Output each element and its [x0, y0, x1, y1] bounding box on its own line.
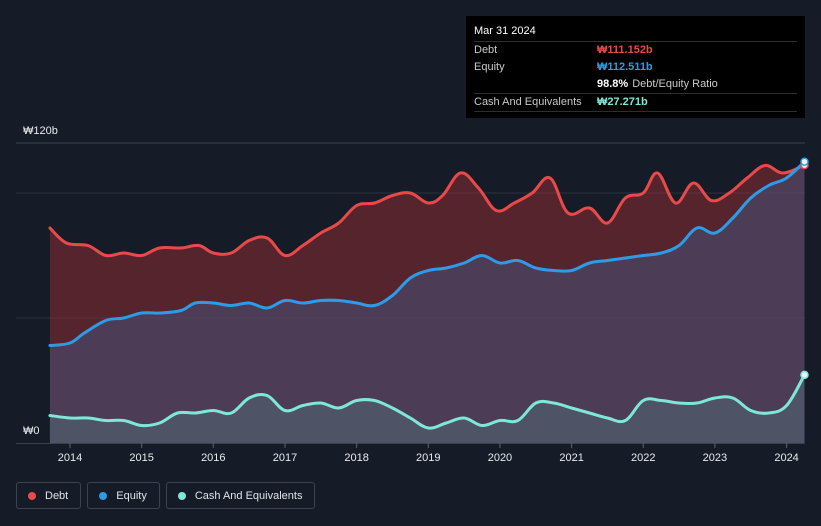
- series-lines: [48, 160, 806, 430]
- equity-line: [48, 160, 806, 347]
- chart-legend: Debt Equity Cash And Equivalents: [16, 482, 316, 509]
- legend-item-equity[interactable]: Equity: [87, 482, 160, 509]
- x-tick-label: 2018: [344, 452, 368, 464]
- data-tooltip: Mar 31 2024 Debt ₩111.152b Equity ₩112.5…: [466, 16, 805, 118]
- legend-item-cash[interactable]: Cash And Equivalents: [165, 482, 316, 509]
- legend-label-debt: Debt: [45, 489, 69, 502]
- x-tick-label: 2014: [58, 452, 82, 464]
- legend-dot-debt-icon: [28, 491, 36, 500]
- cash-end-marker: [800, 370, 809, 380]
- legend-dot-equity-icon: [99, 491, 108, 500]
- debt-line: [48, 163, 806, 258]
- tooltip-value-debt: ₩111.152b: [597, 44, 653, 56]
- x-tick-label: 2017: [273, 452, 297, 464]
- tooltip-label-cash: Cash And Equivalents: [474, 96, 582, 108]
- tooltip-label-ratio: [474, 76, 597, 93]
- cash-area: [49, 374, 805, 443]
- equity-end-marker: [800, 157, 809, 166]
- tooltip-date: Mar 31 2024: [474, 25, 536, 37]
- y-axis-max-label: ₩120b: [23, 125, 58, 137]
- cash-line: [48, 373, 806, 430]
- equity-area: [49, 161, 805, 443]
- tooltip-label-debt: Debt: [474, 44, 498, 56]
- tooltip-row-equity: Equity ₩112.511b: [474, 59, 797, 76]
- tooltip-ratio-caption: Debt/Equity Ratio: [632, 78, 718, 90]
- x-tick-label: 2020: [488, 452, 512, 464]
- x-tick-label: 2024: [774, 452, 798, 464]
- tooltip-label-equity: Equity: [474, 61, 505, 73]
- x-axis: 2014 2015 2016 2017 2018 2019 2020 2021 2022 2023…: [58, 443, 799, 464]
- x-tick-label: 2015: [129, 452, 153, 464]
- tooltip-row-debt: Debt ₩111.152b: [474, 41, 797, 59]
- y-axis-min-label: ₩0: [23, 425, 40, 437]
- legend-label-cash: Cash And Equivalents: [194, 489, 303, 502]
- end-markers: [800, 157, 809, 380]
- x-tick-label: 2021: [559, 452, 583, 464]
- tooltip-value-equity: ₩112.511b: [597, 61, 653, 73]
- legend-item-debt[interactable]: Debt: [16, 482, 82, 509]
- x-tick-label: 2022: [631, 452, 655, 464]
- tooltip-bottom-rule: [474, 111, 797, 129]
- tooltip-value-cash: ₩27.271b: [597, 96, 648, 108]
- tooltip-value-ratio: 98.8%: [597, 78, 629, 90]
- series-areas: [49, 161, 805, 443]
- x-tick-label: 2023: [703, 452, 727, 464]
- tooltip-row-cash: Cash And Equivalents ₩27.271b: [474, 93, 797, 111]
- legend-dot-cash-icon: [177, 491, 186, 500]
- tooltip-row-ratio: 98.8% Debt/Equity Ratio: [474, 76, 797, 93]
- x-tick-label: 2016: [201, 452, 225, 464]
- legend-label-equity: Equity: [116, 489, 147, 502]
- x-tick-label: 2019: [416, 452, 440, 464]
